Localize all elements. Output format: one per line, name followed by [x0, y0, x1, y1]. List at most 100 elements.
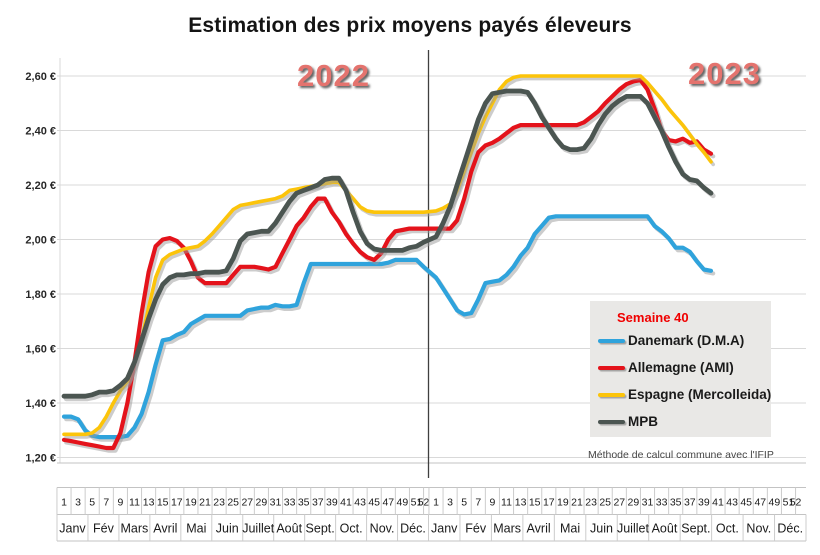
week-tick-label: 33	[284, 497, 296, 509]
year-label-2022: 2022	[297, 58, 370, 93]
y-axis-tick-label: 2,60 €	[25, 71, 56, 83]
y-axis-tick-label: 2,00 €	[25, 235, 56, 247]
week-tick-label: 43	[726, 497, 738, 509]
week-tick-label: 52	[790, 497, 802, 509]
week-tick-label: 11	[129, 497, 140, 509]
month-label: Juin	[216, 522, 239, 536]
week-tick-label: 21	[571, 497, 583, 509]
legend-item-label: MPB	[628, 414, 658, 429]
month-label: Mars	[493, 522, 521, 536]
month-label: Sept.	[681, 522, 710, 536]
week-tick-label: 7	[475, 497, 481, 509]
series-shadow-mpb	[63, 91, 716, 402]
week-tick-label: 39	[698, 497, 710, 509]
legend: Semaine 40 Danemark (D.M.A) Allemagne (AM…	[590, 301, 771, 437]
week-tick-label: 3	[75, 497, 81, 509]
week-tick-label: 1	[433, 497, 439, 509]
month-label: Oct.	[340, 522, 363, 536]
legend-title: Semaine 40	[617, 310, 689, 325]
legend-line-swatch	[598, 392, 625, 397]
month-label: Juin	[590, 522, 613, 536]
week-tick-label: 51	[411, 497, 423, 509]
month-label: Juillet	[617, 522, 649, 536]
week-tick-label: 19	[557, 497, 569, 509]
week-tick-label: 49	[769, 497, 781, 509]
month-label: Août	[652, 522, 678, 536]
week-tick-label: 5	[89, 497, 95, 509]
series-line-espagne	[62, 74, 713, 437]
week-tick-label: 31	[642, 497, 654, 509]
y-axis-tick-label: 1,80 €	[25, 289, 56, 301]
month-label: Mai	[186, 522, 206, 536]
legend-line-swatch	[598, 419, 625, 424]
week-tick-label: 35	[298, 497, 310, 509]
week-tick-label: 27	[241, 497, 253, 509]
month-label: Mars	[121, 522, 149, 536]
y-axis-tick-label: 2,40 €	[25, 126, 56, 138]
legend-item-label: Espagne (Mercolleida)	[628, 387, 772, 402]
series-shadow-danemark	[64, 216, 716, 442]
week-tick-label: 41	[712, 497, 724, 509]
month-label: Fév	[93, 522, 115, 536]
y-axis-tick-label: 2,20 €	[25, 180, 56, 192]
chart-title: Estimation des prix moyens payés éleveur…	[188, 14, 632, 37]
week-tick-label: 17	[543, 497, 555, 509]
week-tick-label: 37	[684, 497, 696, 509]
week-tick-label: 43	[354, 497, 366, 509]
week-tick-label: 25	[227, 497, 239, 509]
legend-item: Espagne (Mercolleida)	[590, 381, 771, 408]
legend-item: Allemagne (AMI)	[590, 354, 771, 381]
legend-line-swatch	[598, 338, 625, 343]
month-label: Janv	[431, 522, 458, 536]
week-tick-label: 33	[656, 497, 668, 509]
month-label: Janv	[59, 522, 86, 536]
week-tick-label: 51	[783, 497, 795, 509]
month-label: Août	[276, 522, 302, 536]
week-tick-label: 9	[117, 497, 123, 509]
week-tick-label: 9	[489, 497, 495, 509]
week-tick-label: 47	[754, 497, 766, 509]
legend-item-label: Danemark (D.M.A)	[628, 333, 745, 348]
series-line-danemark	[61, 214, 714, 440]
week-tick-label: 25	[599, 497, 611, 509]
y-axis-tick-label: 1,60 €	[25, 344, 56, 356]
footnote: Méthode de calcul commune avec l'IFIP	[588, 449, 774, 461]
legend-item-label: Allemagne (AMI)	[628, 360, 734, 375]
week-tick-label: 21	[199, 497, 211, 509]
week-tick-label: 1	[61, 497, 67, 509]
month-label: Juillet	[242, 522, 274, 536]
month-label: Sept.	[306, 522, 335, 536]
week-tick-label: 47	[382, 497, 394, 509]
week-tick-label: 19	[185, 497, 197, 509]
month-label: Oct.	[716, 522, 739, 536]
week-tick-label: 29	[256, 497, 268, 509]
legend-line-swatch	[598, 365, 625, 370]
week-tick-label: 31	[270, 497, 282, 509]
week-tick-label: 7	[103, 497, 109, 509]
week-tick-label: 23	[213, 497, 225, 509]
week-tick-label: 23	[585, 497, 597, 509]
month-label: Déc.	[777, 522, 803, 536]
month-label: Avril	[527, 522, 551, 536]
week-tick-label: 15	[157, 497, 169, 509]
month-label: Déc.	[400, 522, 426, 536]
month-label: Nov.	[370, 522, 395, 536]
week-tick-label: 45	[368, 497, 380, 509]
week-tick-label: 27	[613, 497, 625, 509]
week-tick-label: 35	[670, 497, 682, 509]
week-tick-label: 45	[740, 497, 752, 509]
y-axis-tick-label: 1,20 €	[25, 453, 56, 465]
series-line-mpb	[61, 88, 714, 399]
month-label: Avril	[153, 522, 177, 536]
week-tick-label: 49	[397, 497, 409, 509]
week-tick-label: 39	[326, 497, 338, 509]
week-tick-label: 41	[340, 497, 352, 509]
legend-items: Danemark (D.M.A) Allemagne (AMI) Espagne (…	[590, 327, 771, 435]
week-tick-label: 17	[171, 497, 183, 509]
week-tick-label: 52	[418, 497, 430, 509]
y-axis-tick-label: 1,40 €	[25, 398, 56, 410]
week-tick-label: 5	[461, 497, 467, 509]
week-tick-label: 13	[515, 497, 527, 509]
